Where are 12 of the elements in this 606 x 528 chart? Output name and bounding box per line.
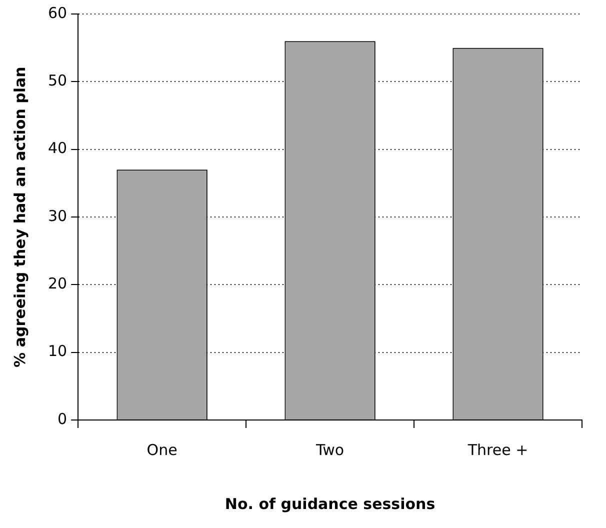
- y-tick-label: 40: [48, 139, 68, 158]
- y-tick-label: 60: [48, 4, 68, 22]
- x-axis-title: No. of guidance sessions: [224, 494, 436, 513]
- y-tick-label: 0: [58, 410, 68, 428]
- y-tick-label: 30: [48, 206, 68, 225]
- x-tick-label: Three +: [466, 440, 528, 459]
- x-tick-label: One: [146, 440, 178, 459]
- y-axis-title: % agreeing they had an action plan: [10, 66, 29, 368]
- y-tick-label: 20: [48, 274, 68, 293]
- y-tick-label: 10: [48, 342, 68, 360]
- y-tick-label: 50: [48, 72, 68, 90]
- x-tick-label: Two: [314, 440, 344, 459]
